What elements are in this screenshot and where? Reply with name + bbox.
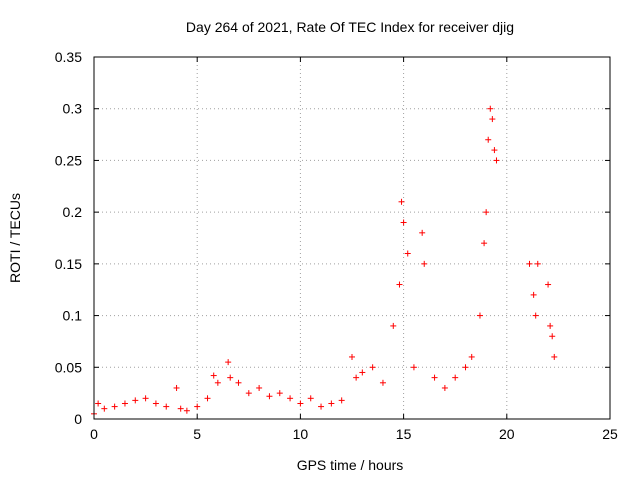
data-point xyxy=(390,322,397,329)
axis-ticks: 0 5 10 15 20 25 0 0.05 0.1 0.15 0.2 0.25 0.3 0.35 xyxy=(55,49,618,442)
data-point xyxy=(534,260,541,267)
chart-title: Day 264 of 2021, Rate Of TEC Index for r… xyxy=(186,19,514,35)
x-tick-label: 25 xyxy=(602,426,618,442)
data-point xyxy=(297,400,304,407)
data-point xyxy=(276,390,283,397)
data-point xyxy=(266,393,273,400)
data-point xyxy=(183,407,190,414)
data-point xyxy=(256,384,263,391)
data-point xyxy=(173,384,180,391)
data-point xyxy=(481,240,488,247)
data-point xyxy=(307,395,314,402)
data-point xyxy=(177,405,184,412)
y-tick-label: 0.2 xyxy=(63,204,83,220)
data-point xyxy=(379,379,386,386)
y-tick-label: 0.05 xyxy=(55,359,82,375)
data-point xyxy=(245,390,252,397)
data-point xyxy=(210,372,217,379)
y-tick-label: 0 xyxy=(74,411,82,427)
data-point xyxy=(551,353,558,360)
data-point xyxy=(532,312,539,319)
data-point xyxy=(225,359,232,366)
data-point xyxy=(400,219,407,226)
data-point xyxy=(462,364,469,371)
data-point xyxy=(431,374,438,381)
data-point xyxy=(485,136,492,143)
x-tick-label: 15 xyxy=(396,426,412,442)
data-point xyxy=(483,209,490,216)
data-point xyxy=(476,312,483,319)
data-point xyxy=(549,333,556,340)
y-tick-label: 0.35 xyxy=(55,49,82,65)
data-point xyxy=(547,322,554,329)
data-point xyxy=(410,364,417,371)
data-point xyxy=(101,405,108,412)
data-point xyxy=(491,147,498,154)
y-tick-label: 0.25 xyxy=(55,152,82,168)
data-point xyxy=(204,395,211,402)
data-point xyxy=(163,403,170,410)
data-point xyxy=(227,374,234,381)
data-point xyxy=(530,291,537,298)
data-point xyxy=(419,229,426,236)
x-tick-label: 10 xyxy=(293,426,309,442)
data-point xyxy=(142,395,149,402)
data-point xyxy=(349,353,355,360)
data-point xyxy=(545,281,552,288)
data-point xyxy=(214,379,221,386)
data-point xyxy=(404,250,411,257)
y-tick-label: 0.15 xyxy=(55,256,82,272)
data-point xyxy=(396,281,403,288)
data-point xyxy=(235,379,242,386)
x-tick-label: 5 xyxy=(193,426,201,442)
data-point xyxy=(441,384,448,391)
data-point xyxy=(194,403,201,410)
data-points xyxy=(91,105,558,417)
data-point xyxy=(287,395,294,402)
data-point xyxy=(526,260,533,267)
data-point xyxy=(369,364,376,371)
data-point xyxy=(328,400,335,407)
data-point xyxy=(338,397,345,404)
y-tick-label: 0.1 xyxy=(63,308,83,324)
data-point xyxy=(318,403,325,410)
data-point xyxy=(132,397,139,404)
grid-lines xyxy=(93,56,611,420)
plot-frame xyxy=(93,56,611,420)
data-point xyxy=(95,400,102,407)
data-point xyxy=(359,369,366,376)
data-point xyxy=(421,260,428,267)
data-point xyxy=(452,374,459,381)
data-point xyxy=(493,157,500,164)
data-point xyxy=(111,403,118,410)
data-point xyxy=(152,400,159,407)
data-point xyxy=(489,116,496,123)
y-tick-label: 0.3 xyxy=(63,101,83,117)
data-point xyxy=(121,400,128,407)
x-tick-label: 20 xyxy=(499,426,515,442)
x-tick-label: 0 xyxy=(90,426,98,442)
data-point xyxy=(398,198,405,205)
data-point xyxy=(487,105,494,112)
data-point xyxy=(468,353,475,360)
y-axis-label: ROTI / TECUs xyxy=(7,193,23,283)
x-axis-label: GPS time / hours xyxy=(297,457,404,473)
data-point xyxy=(353,374,360,381)
